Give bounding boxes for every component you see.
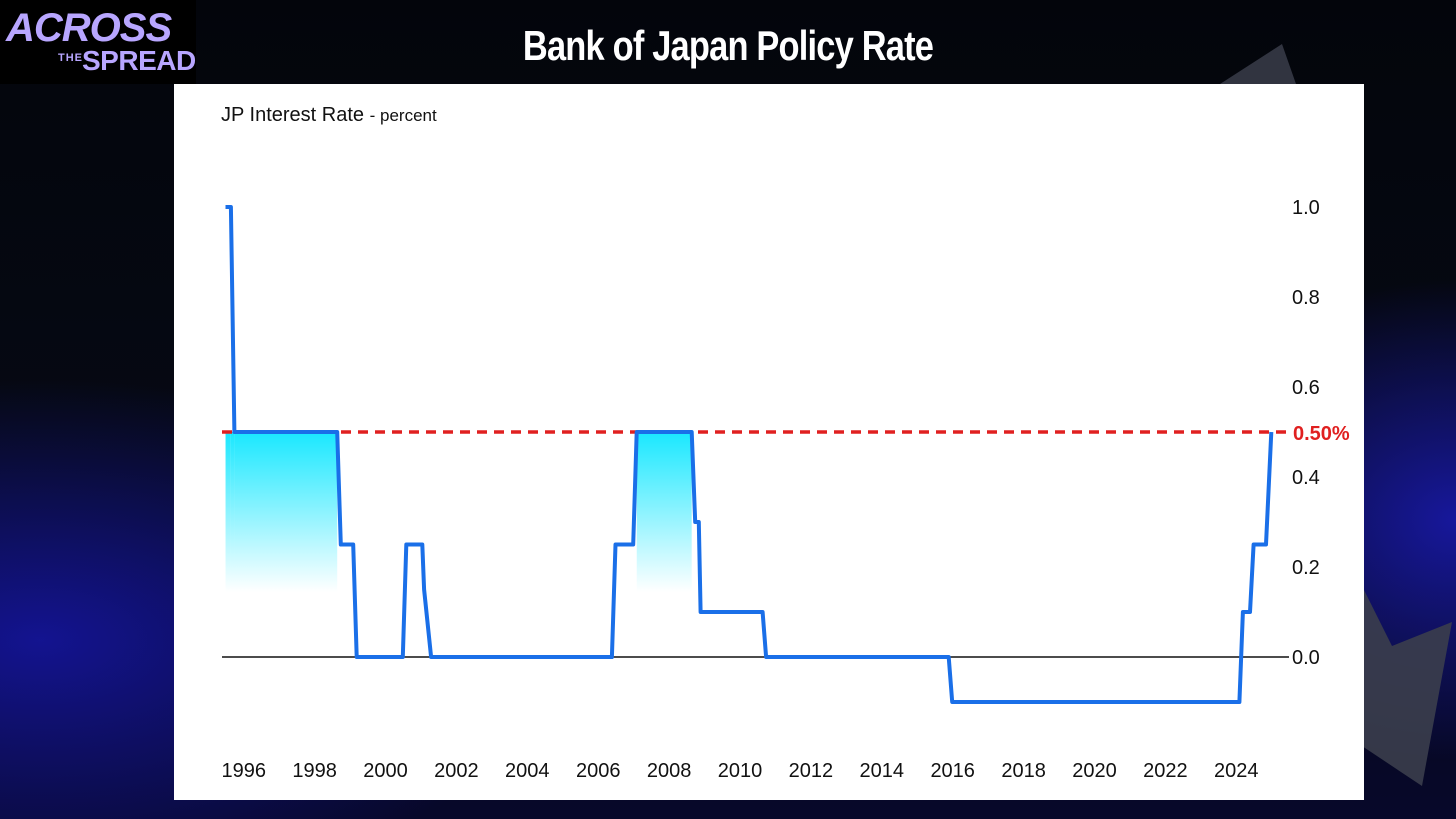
- x-tick-label: 2012: [789, 760, 834, 782]
- reference-line-label: 0.50%: [1293, 423, 1350, 445]
- x-tick-label: 2008: [647, 760, 692, 782]
- x-tick-label: 1996: [221, 760, 266, 782]
- x-tick-label: 2014: [860, 760, 905, 782]
- x-tick-label: 2000: [363, 760, 408, 782]
- x-tick-label: 2006: [576, 760, 621, 782]
- rate-series-line: [225, 205, 1274, 704]
- y-tick-label: 0.4: [1292, 467, 1320, 489]
- chart-title: JP Interest Rate - percent: [221, 104, 437, 127]
- x-tick-label: 1998: [292, 760, 337, 782]
- decorative-arrow-top: [1220, 44, 1296, 84]
- rate-fill-area: [225, 432, 231, 592]
- brand-logo: ACROSS THE SPREAD: [0, 0, 196, 84]
- x-tick-label: 2016: [930, 760, 975, 782]
- x-tick-label: 2020: [1072, 760, 1117, 782]
- slide-title: Bank of Japan Policy Rate: [522, 22, 934, 69]
- rate-chart: 0.50% 0.0 0.2 0.4 0.6 0.8 1.0 1996 1998 2000 200…: [221, 197, 1350, 782]
- x-tick-label: 2018: [1001, 760, 1045, 782]
- chart-title-text: JP Interest Rate: [221, 104, 365, 126]
- chart-unit: - percent: [369, 106, 437, 125]
- y-tick-label: 0.8: [1292, 287, 1320, 309]
- chart-panel: JP Interest Rate - percent 0.50% 0.0 0.2 0…: [174, 84, 1364, 800]
- y-tick-label: 0.6: [1292, 377, 1320, 399]
- logo-line-across: ACROSS: [6, 6, 172, 50]
- x-tick-label: 2004: [505, 760, 549, 782]
- y-tick-label: 0.2: [1292, 557, 1320, 579]
- x-tick-label: 2024: [1214, 760, 1259, 782]
- decorative-arrow-right: [1362, 586, 1452, 786]
- rate-fill-area: [636, 432, 692, 592]
- x-tick-label: 2002: [434, 760, 479, 782]
- y-tick-label: 1.0: [1292, 197, 1320, 219]
- logo-line-spread: SPREAD: [82, 45, 196, 76]
- rate-fill-area: [230, 432, 235, 592]
- x-tick-label: 2010: [718, 760, 763, 782]
- y-tick-label: 0.0: [1292, 647, 1320, 669]
- x-tick-label: 2022: [1143, 760, 1188, 782]
- rate-fill-area: [234, 432, 338, 592]
- logo-line-the: THE: [58, 52, 83, 64]
